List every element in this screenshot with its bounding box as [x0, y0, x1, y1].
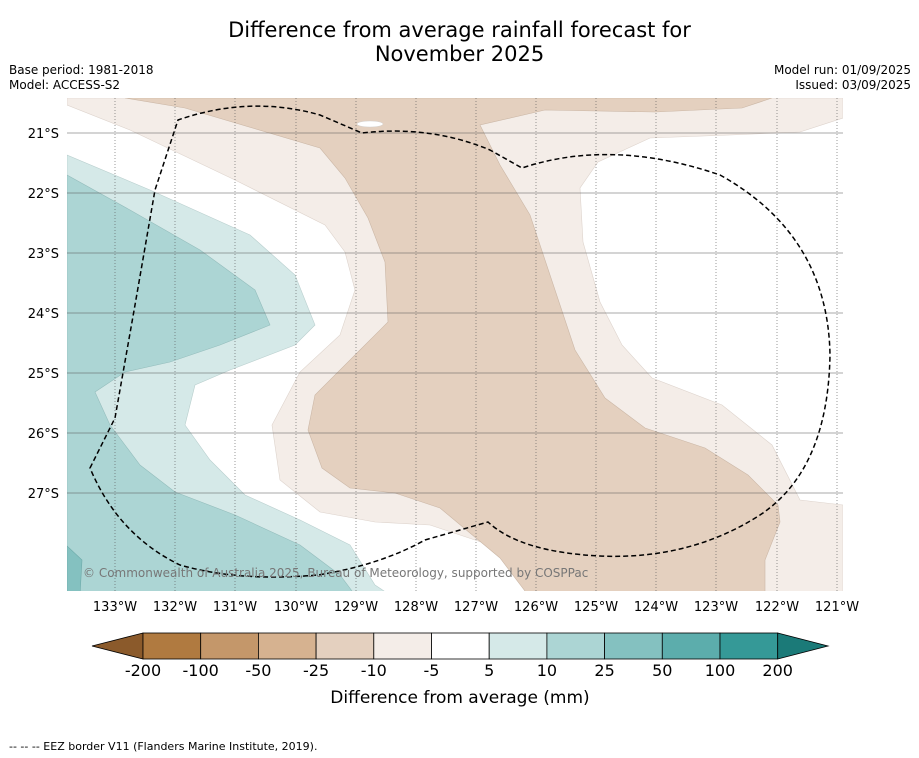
map-area — [67, 98, 843, 591]
lon-label: 127°W — [454, 600, 498, 615]
colorbar-box — [142, 632, 202, 660]
lon-label: 124°W — [634, 600, 678, 615]
lat-label: 22°S — [28, 187, 59, 202]
colorbar-box — [604, 632, 663, 660]
colorbar-tick-label: 25 — [594, 661, 614, 680]
lon-label: 125°W — [574, 600, 618, 615]
colorbar-box — [546, 632, 606, 660]
eez-border — [89, 105, 831, 578]
colorbar-tick-label: -5 — [424, 661, 440, 680]
eez-footnote: -- -- -- EEZ border V11 (Flanders Marine… — [9, 740, 318, 753]
longitude-labels: 133°W 132°W 131°W 130°W 129°W 128°W 127°… — [93, 600, 859, 615]
lon-label: 131°W — [213, 600, 257, 615]
colorbar-box — [719, 632, 779, 660]
lon-label: 132°W — [153, 600, 197, 615]
colorbar-box — [257, 632, 317, 660]
colorbar-tick-label: 100 — [705, 661, 736, 680]
region-10-25mm — [67, 174, 353, 591]
title-line-2: November 2025 — [374, 42, 545, 66]
model-name: Model: ACCESS-S2 — [9, 78, 121, 92]
latitude-gridlines — [67, 132, 843, 494]
issued-date: Issued: 03/09/2025 — [795, 78, 911, 92]
latitude-labels: 21°S 22°S 23°S 24°S 25°S 26°S 27°S — [28, 127, 59, 502]
lon-label: 130°W — [274, 600, 318, 615]
small-island — [356, 120, 384, 128]
colorbar-tick-label: 200 — [762, 661, 793, 680]
region-minus10-minus25mm — [124, 98, 781, 591]
colorbar-box — [431, 632, 490, 660]
colorbar-arrow-low — [91, 632, 144, 660]
colorbar-box — [200, 632, 259, 660]
colorbar-arrow-high — [777, 632, 830, 660]
colorbar-label: Difference from average (mm) — [330, 688, 589, 708]
lon-label: 133°W — [93, 600, 137, 615]
colorbar-box — [373, 632, 432, 660]
map-title: Difference from average rainfall forecas… — [0, 18, 919, 66]
title-line-1: Difference from average rainfall forecas… — [228, 18, 691, 42]
colorbar: -200 -100 -50 -25 -10 -5 5 10 25 50 100 200 — [91, 632, 830, 680]
colorbar-box — [661, 632, 721, 660]
colorbar-box — [488, 632, 548, 660]
colorbar-tick-label: -50 — [245, 661, 271, 680]
colorbar-box — [315, 632, 375, 660]
copyright-text: © Commonwealth of Australia 2025, Bureau… — [83, 566, 588, 580]
lat-label: 21°S — [28, 127, 59, 142]
region-25-50mm — [67, 545, 83, 591]
colorbar-tick-label: -10 — [361, 661, 387, 680]
meta-left: Base period: 1981-2018 Model: ACCESS-S2 — [9, 63, 154, 93]
lat-label: 25°S — [28, 367, 59, 382]
colorbar-tick-label: -25 — [303, 661, 329, 680]
colorbar-tick-label: -200 — [125, 661, 161, 680]
meta-right: Model run: 01/09/2025 Issued: 03/09/2025 — [774, 63, 911, 93]
lon-label: 122°W — [755, 600, 799, 615]
lon-label: 129°W — [334, 600, 378, 615]
lon-label: 123°W — [694, 600, 738, 615]
lon-label: 121°W — [815, 600, 859, 615]
colorbar-tick-label: -100 — [183, 661, 219, 680]
lon-label: 128°W — [394, 600, 438, 615]
lon-label: 126°W — [514, 600, 558, 615]
longitude-gridlines — [114, 98, 838, 591]
base-period: Base period: 1981-2018 — [9, 63, 154, 77]
lat-label: 24°S — [28, 307, 59, 322]
lat-label: 27°S — [28, 487, 59, 502]
model-run: Model run: 01/09/2025 — [773, 63, 911, 77]
colorbar-tick-label: 50 — [652, 661, 672, 680]
lat-label: 23°S — [28, 247, 59, 262]
colorbar-tick-label: 5 — [484, 661, 494, 680]
colorbar-tick-label: 10 — [537, 661, 557, 680]
lat-label: 26°S — [28, 427, 59, 442]
